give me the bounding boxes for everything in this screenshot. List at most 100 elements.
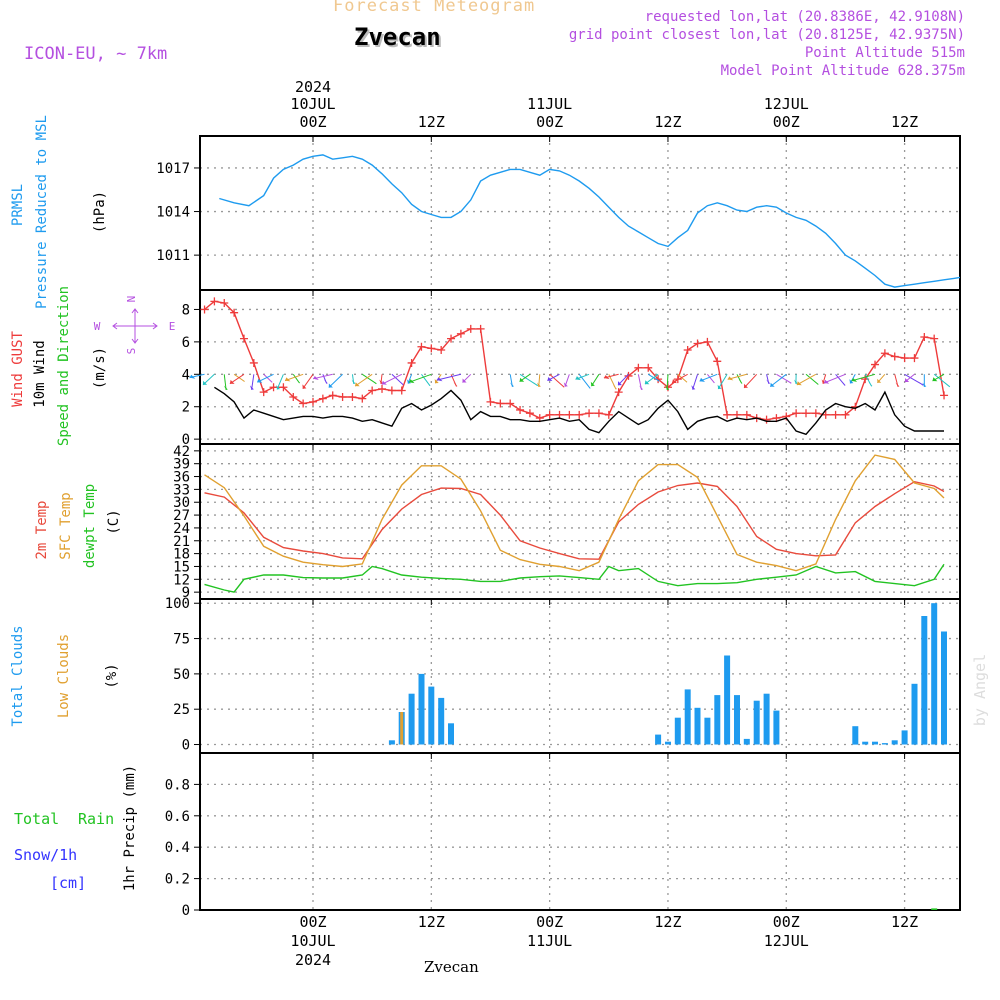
bar-total-clouds <box>743 738 750 745</box>
wind-vector-arrow <box>408 373 432 383</box>
wind-vector-head <box>313 376 319 380</box>
wind-vector-head <box>285 377 291 382</box>
gust-marker <box>476 324 485 333</box>
y-tick-label: 0.8 <box>165 777 190 793</box>
wind-vector-head <box>355 382 360 387</box>
wind-vector-head <box>409 379 415 384</box>
wind-vector-head <box>371 379 377 384</box>
wind-vector-head <box>268 378 273 383</box>
temp-unit-label: (C) <box>106 509 122 534</box>
wind-vector-head <box>223 385 228 390</box>
gust-marker <box>417 342 426 351</box>
gust-marker <box>910 354 919 363</box>
grid-point-coords: grid point closest lon,lat (20.8125E, 42… <box>568 27 965 43</box>
y-tick-label: 36 <box>173 470 190 486</box>
wind-vector-head <box>932 377 938 382</box>
bar-total-clouds <box>753 700 760 745</box>
bar-total-clouds <box>704 717 711 745</box>
bar-low-clouds <box>400 712 404 745</box>
gust-marker <box>624 371 633 380</box>
y-tick-label: 27 <box>173 508 190 524</box>
bottom-hour-label: 00Z <box>299 913 326 931</box>
gust-marker <box>841 410 850 419</box>
y-tick-label: 100 <box>165 596 190 612</box>
gust-marker <box>565 410 574 419</box>
wind-direction-label: Speed and Direction <box>56 286 72 446</box>
watermark: by Angel <box>971 654 989 726</box>
gust-marker <box>920 333 929 342</box>
series-line-2m-temp <box>204 480 945 560</box>
wind-vector-arrow <box>354 373 373 387</box>
gust-marker <box>545 410 554 419</box>
gust-marker <box>575 410 584 419</box>
wind-vector-arrow <box>381 373 402 385</box>
wind-vector-head <box>868 382 873 387</box>
gust-marker <box>585 409 594 418</box>
gust-marker <box>802 409 810 418</box>
gust-marker <box>239 334 248 343</box>
gust-marker <box>762 415 771 424</box>
bar-total-clouds <box>388 740 395 745</box>
bar-total-clouds <box>763 693 770 745</box>
panel-frame-pressure <box>199 135 961 291</box>
gust-marker <box>309 397 317 406</box>
gust-marker <box>525 409 534 418</box>
bar-total-clouds <box>891 740 898 745</box>
gust-marker <box>249 358 258 367</box>
wind-vector-head <box>296 378 300 384</box>
gust-marker <box>466 324 475 333</box>
gust-marker <box>358 394 367 403</box>
gust-marker <box>663 383 672 392</box>
gust-marker <box>299 399 308 408</box>
gust-marker <box>703 337 712 346</box>
y-tick-label: 2 <box>182 400 190 416</box>
gust-marker <box>230 308 239 317</box>
wind-vector-head <box>710 378 715 383</box>
y-tick-label: 75 <box>173 632 190 648</box>
wind-vector-head <box>851 377 858 382</box>
wind-vector-head <box>672 379 677 384</box>
requested-coords: requested lon,lat (20.8386E, 42.9108N) <box>644 9 965 25</box>
bottom-hour-label: 00Z <box>773 913 800 931</box>
wind-vector-arrow <box>743 373 758 389</box>
bar-total-clouds <box>724 655 731 745</box>
y-tick-label: 39 <box>173 457 190 473</box>
wind-vector-head <box>796 381 802 386</box>
series-line-sfc-temp <box>204 454 945 572</box>
wind-vector-head <box>575 376 581 381</box>
y-tick-label: 15 <box>173 559 190 575</box>
temp2m-label: 2m Temp <box>34 500 50 559</box>
gust-marker <box>259 388 268 397</box>
bar-total-clouds <box>418 673 425 745</box>
gust-marker <box>407 358 416 367</box>
wind-vector-head <box>536 382 541 387</box>
wind-vector-head <box>922 382 927 387</box>
bar-total-clouds <box>684 689 691 745</box>
chart-subtitle: Forecast Meteogram <box>333 0 536 16</box>
wind-vector-head <box>249 385 254 390</box>
bar-total-clouds <box>448 723 454 745</box>
gust-marker <box>427 344 436 353</box>
wind-vector-head <box>590 381 595 387</box>
wind-vector-head <box>895 382 900 387</box>
panel-frame-clouds <box>199 598 961 754</box>
wind-vector-head <box>691 385 696 390</box>
top-hour-label: 12Z <box>654 113 681 131</box>
gust-marker <box>742 410 751 419</box>
compass-rose-icon <box>112 308 158 344</box>
gust-marker <box>821 410 830 419</box>
gust-marker <box>634 363 643 372</box>
wind-vector-head <box>738 379 743 384</box>
bar-total-clouds <box>694 707 701 745</box>
wind-unit-label: (m/s) <box>92 347 108 389</box>
location-title: Zvecan <box>354 23 441 51</box>
gust-marker <box>289 392 298 401</box>
bar-total-clouds <box>852 726 859 745</box>
top-hour-label: 00Z <box>773 113 800 131</box>
wind-vector-head <box>744 383 748 388</box>
top-date-label: 10JUL <box>290 95 335 113</box>
wind-vector-head <box>814 380 819 385</box>
wind-vector-arrow <box>519 373 539 387</box>
wind-vector-head <box>877 378 882 383</box>
y-tick-label: 9 <box>182 585 190 601</box>
